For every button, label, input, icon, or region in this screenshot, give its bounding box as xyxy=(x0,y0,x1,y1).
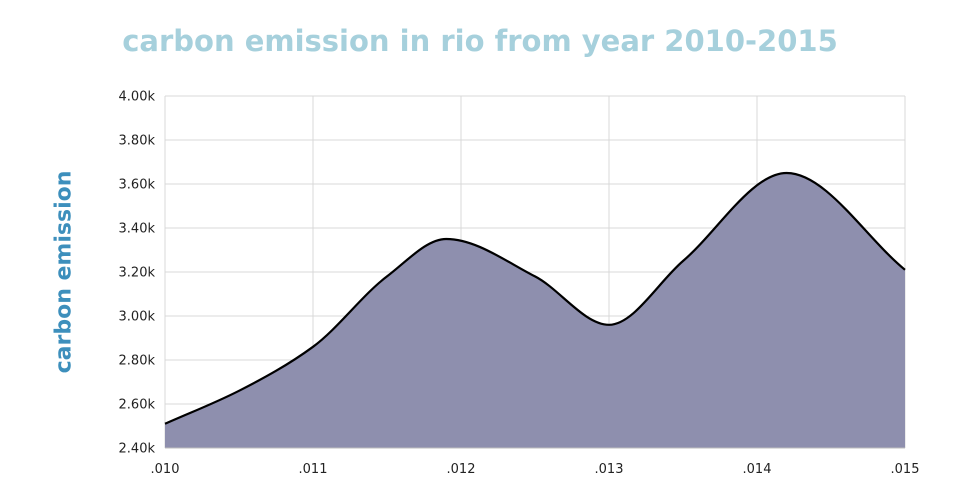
y-tick-label: 3.00k xyxy=(119,310,156,325)
x-tick-label: .010 xyxy=(151,462,180,477)
y-tick-label: 3.60k xyxy=(119,178,156,193)
y-tick-label: 3.80k xyxy=(119,134,156,149)
y-tick-label: 2.60k xyxy=(119,398,156,413)
series-line xyxy=(164,171,906,425)
y-tick-label: 3.40k xyxy=(119,222,156,237)
x-tick-label: .013 xyxy=(595,462,624,477)
x-tick-label: .015 xyxy=(891,462,920,477)
chart-title: carbon emission in rio from year 2010-20… xyxy=(122,24,838,58)
area-series xyxy=(164,171,906,448)
y-tick-label: 3.20k xyxy=(119,266,156,281)
y-tick-label: 4.00k xyxy=(119,90,156,105)
y-tick-label: 2.40k xyxy=(119,442,156,457)
x-tick-label: .014 xyxy=(743,462,772,477)
y-tick-label: 2.80k xyxy=(119,354,156,369)
area-fill xyxy=(165,173,905,448)
axes: 2.40k 2.60k 2.80k 3.00k 3.20k 3.40k 3.60k 3.80k… xyxy=(119,90,920,478)
x-tick-label: .011 xyxy=(299,462,328,477)
x-tick-label: .012 xyxy=(447,462,476,477)
